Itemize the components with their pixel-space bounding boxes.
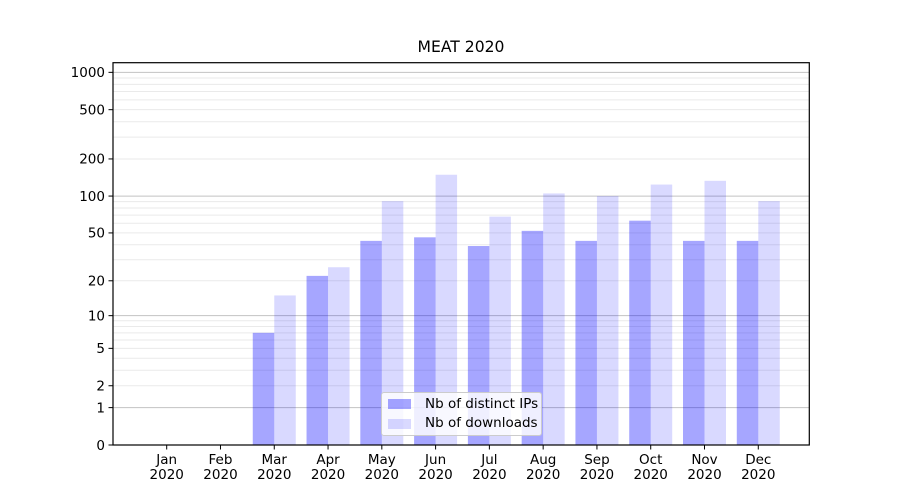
bar-downloads-oct [650, 184, 673, 445]
x-tick-label: Oct 2020 [634, 452, 668, 483]
bar-ips-apr [306, 275, 329, 445]
x-tick-label: Jan 2020 [150, 452, 184, 483]
x-tick-label: Apr 2020 [311, 452, 345, 483]
legend: Nb of distinct IPs Nb of downloads [381, 392, 542, 436]
y-tick-label: 2 [96, 379, 105, 395]
x-tick-label: Jul 2020 [472, 452, 506, 483]
bar-downloads-may [381, 201, 404, 445]
y-tick-label: 50 [88, 226, 105, 242]
bar-ips-sep [575, 240, 597, 445]
bar-ips-may [360, 240, 382, 445]
legend-swatch-downloads [388, 418, 411, 429]
bar-downloads-jul [489, 216, 511, 445]
x-tick-label: Sep 2020 [580, 452, 614, 483]
bar-ips-mar [252, 332, 275, 445]
y-tick-label: 100 [79, 189, 105, 205]
y-tick-label: 1 [96, 400, 105, 416]
x-tick-label: Mar 2020 [257, 452, 291, 483]
bar-downloads-jun [435, 174, 458, 445]
x-tick-label: Nov 2020 [687, 452, 721, 483]
legend-item-downloads: Nb of downloads [387, 415, 538, 433]
legend-swatch-distinct-ips [388, 399, 411, 410]
legend-label-distinct-ips: Nb of distinct IPs [425, 395, 539, 412]
bar-ips-nov [683, 240, 705, 445]
bar-downloads-sep [596, 196, 619, 445]
bar-downloads-aug [543, 193, 565, 445]
bar-ips-dec [736, 240, 759, 445]
y-tick-label: 1000 [71, 65, 105, 81]
x-tick-label: Aug 2020 [526, 452, 560, 483]
plot-frame [112, 62, 810, 446]
y-tick-label: 0 [96, 438, 105, 454]
bar-ips-aug [521, 230, 544, 445]
y-tick-label: 200 [79, 152, 105, 168]
y-tick-label: 10 [88, 308, 105, 324]
bar-downloads-nov [704, 180, 726, 445]
y-tick-label: 500 [79, 102, 105, 118]
bar-downloads-apr [328, 267, 350, 445]
legend-item-distinct-ips: Nb of distinct IPs [387, 395, 539, 413]
bar-downloads-mar [274, 295, 296, 445]
x-tick-label: Dec 2020 [741, 452, 775, 483]
legend-label-downloads: Nb of downloads [425, 415, 538, 431]
bar-downloads-dec [758, 201, 780, 445]
chart-title: MEAT 2020 [417, 38, 505, 56]
y-tick-label: 20 [88, 274, 105, 290]
x-tick-label: Jun 2020 [418, 452, 452, 483]
x-tick-label: May 2020 [365, 452, 399, 483]
x-tick-label: Feb 2020 [203, 452, 237, 483]
bar-ips-oct [629, 220, 651, 445]
y-tick-label: 5 [96, 341, 105, 357]
